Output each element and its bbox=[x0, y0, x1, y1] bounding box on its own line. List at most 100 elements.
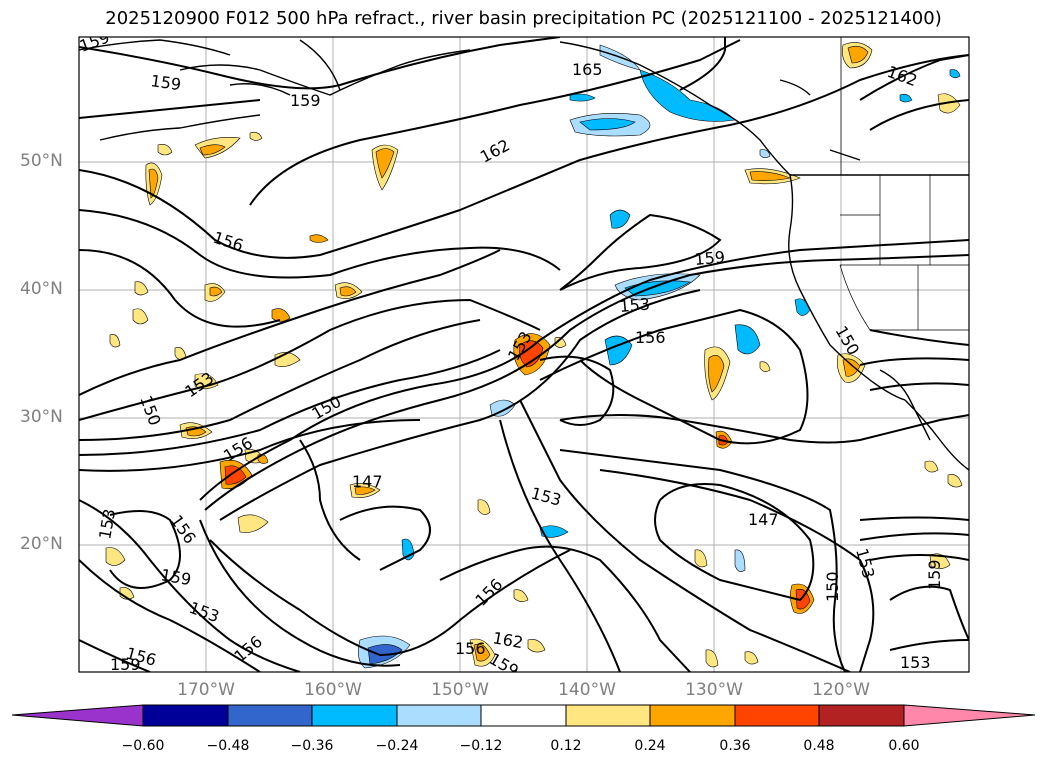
precip-pos-area bbox=[527, 639, 546, 653]
contour-label: 159 bbox=[290, 91, 321, 110]
precip-pos-area bbox=[708, 355, 725, 393]
colorbar-tick: −0.12 bbox=[459, 738, 503, 754]
colorbar-tick: 0.60 bbox=[888, 738, 920, 754]
precip-pos-area bbox=[105, 547, 126, 566]
precip-pos-area bbox=[209, 286, 223, 297]
precip-neg-area bbox=[639, 69, 736, 122]
precip-pos-area bbox=[199, 144, 226, 156]
colorbar-segment bbox=[734, 704, 820, 727]
contour-label: 159 bbox=[159, 565, 192, 589]
precip-pos-area bbox=[249, 131, 263, 141]
colorbar-segment bbox=[649, 704, 736, 727]
colorbar-tick: 0.48 bbox=[803, 738, 835, 754]
colorbar-segment bbox=[565, 704, 651, 727]
precip-shading bbox=[105, 42, 963, 669]
contour-label: 156 bbox=[230, 632, 266, 666]
precip-pos-area bbox=[271, 308, 291, 322]
precip-pos-area bbox=[554, 337, 567, 348]
lon-label-140w: 140°W bbox=[558, 680, 616, 700]
precip-pos-area bbox=[947, 474, 963, 488]
contour-label: 153 bbox=[187, 598, 222, 626]
precip-neg-area bbox=[734, 324, 761, 355]
colorbar bbox=[11, 704, 1036, 727]
colorbar-tick: −0.48 bbox=[206, 738, 250, 754]
precip-pos-area bbox=[134, 281, 149, 296]
precip-pos-area bbox=[924, 460, 939, 473]
precip-pos-area bbox=[477, 499, 491, 515]
precip-pos-area bbox=[519, 340, 544, 368]
map-frame bbox=[78, 36, 970, 673]
contour-label: 156 bbox=[635, 328, 666, 347]
refractivity-contours bbox=[79, 37, 969, 672]
colorbar-segment bbox=[480, 704, 567, 727]
precip-neg-area bbox=[794, 298, 811, 316]
contour-label: 162 bbox=[885, 62, 920, 90]
colorbar-tick: 0.36 bbox=[719, 738, 751, 754]
precip-pos-area bbox=[132, 308, 149, 325]
lon-label-150w: 150°W bbox=[431, 680, 489, 700]
precip-pos-area bbox=[705, 649, 719, 668]
colorbar-tick: 0.12 bbox=[550, 738, 582, 754]
precip-pos-area bbox=[237, 514, 269, 533]
lat-label-20n: 20°N bbox=[20, 534, 63, 554]
colorbar-tick: 0.24 bbox=[634, 738, 666, 754]
precip-neg-area bbox=[899, 93, 913, 103]
lat-label-40n: 40°N bbox=[20, 279, 63, 299]
colorbar-max-extension bbox=[903, 704, 1036, 727]
contour-label: 147 bbox=[748, 510, 779, 529]
precip-pos-area bbox=[224, 465, 247, 485]
precip-pos-area bbox=[339, 286, 357, 297]
precip-pos-area bbox=[274, 352, 301, 367]
colorbar-segment bbox=[227, 704, 313, 727]
precip-pos-area bbox=[109, 334, 121, 348]
contour-label: 150 bbox=[832, 323, 864, 359]
precip-neg-area bbox=[569, 93, 596, 102]
precip-neg-area bbox=[949, 69, 961, 79]
precip-pos-area bbox=[929, 553, 951, 570]
precip-pos-area bbox=[513, 589, 529, 602]
contour-label: 153 bbox=[529, 484, 563, 510]
precip-pos-area bbox=[309, 234, 329, 243]
map-title: 2025120900 F012 500 hPa refract., river … bbox=[105, 8, 942, 29]
precip-pos-area bbox=[694, 549, 708, 568]
precip-pos-area bbox=[795, 588, 811, 610]
lat-label-30n: 30°N bbox=[20, 407, 63, 427]
precip-pos-area bbox=[157, 144, 173, 156]
precip-neg-area bbox=[759, 149, 771, 159]
precip-neg-area bbox=[579, 118, 636, 131]
lon-label-160w: 160°W bbox=[304, 680, 362, 700]
contour-label: 159 bbox=[925, 559, 944, 590]
precip-neg-area bbox=[609, 209, 631, 229]
contour-label: 150 bbox=[823, 571, 842, 602]
borders bbox=[839, 37, 969, 331]
lat-label-50n: 50°N bbox=[20, 151, 63, 171]
colorbar-tick: −0.24 bbox=[375, 738, 419, 754]
precip-pos-area bbox=[148, 168, 159, 199]
colorbar-segment bbox=[396, 704, 482, 727]
colorbar-segment bbox=[818, 704, 905, 727]
colorbar-segment bbox=[142, 704, 229, 727]
contour-label: 165 bbox=[572, 60, 603, 79]
lon-label-130w: 130°W bbox=[685, 680, 743, 700]
contour-label: 153 bbox=[95, 507, 119, 540]
contour-label: 156 bbox=[211, 228, 246, 256]
contour-label: 159 bbox=[110, 655, 141, 674]
contour-label: 159 bbox=[694, 247, 726, 269]
precip-pos-area bbox=[842, 358, 861, 377]
precip-pos-area bbox=[744, 651, 759, 665]
colorbar-tick: −0.60 bbox=[121, 738, 165, 754]
contour-label: 153 bbox=[181, 368, 217, 401]
contour-label: 156 bbox=[455, 639, 486, 658]
precip-neg-area bbox=[734, 549, 746, 572]
precip-pos-area bbox=[473, 643, 491, 662]
colorbar-tick: −0.36 bbox=[290, 738, 334, 754]
precip-pos-area bbox=[847, 45, 869, 64]
contour-label: 147 bbox=[352, 472, 383, 491]
contour-label: 156 bbox=[167, 511, 200, 547]
precip-pos-area bbox=[759, 361, 771, 372]
contour-label: 153 bbox=[852, 546, 878, 580]
contour-label: 153 bbox=[900, 653, 931, 672]
contour-label: 159 bbox=[149, 71, 182, 94]
lon-label-120w: 120°W bbox=[812, 680, 870, 700]
lon-label-170w: 170°W bbox=[177, 680, 235, 700]
